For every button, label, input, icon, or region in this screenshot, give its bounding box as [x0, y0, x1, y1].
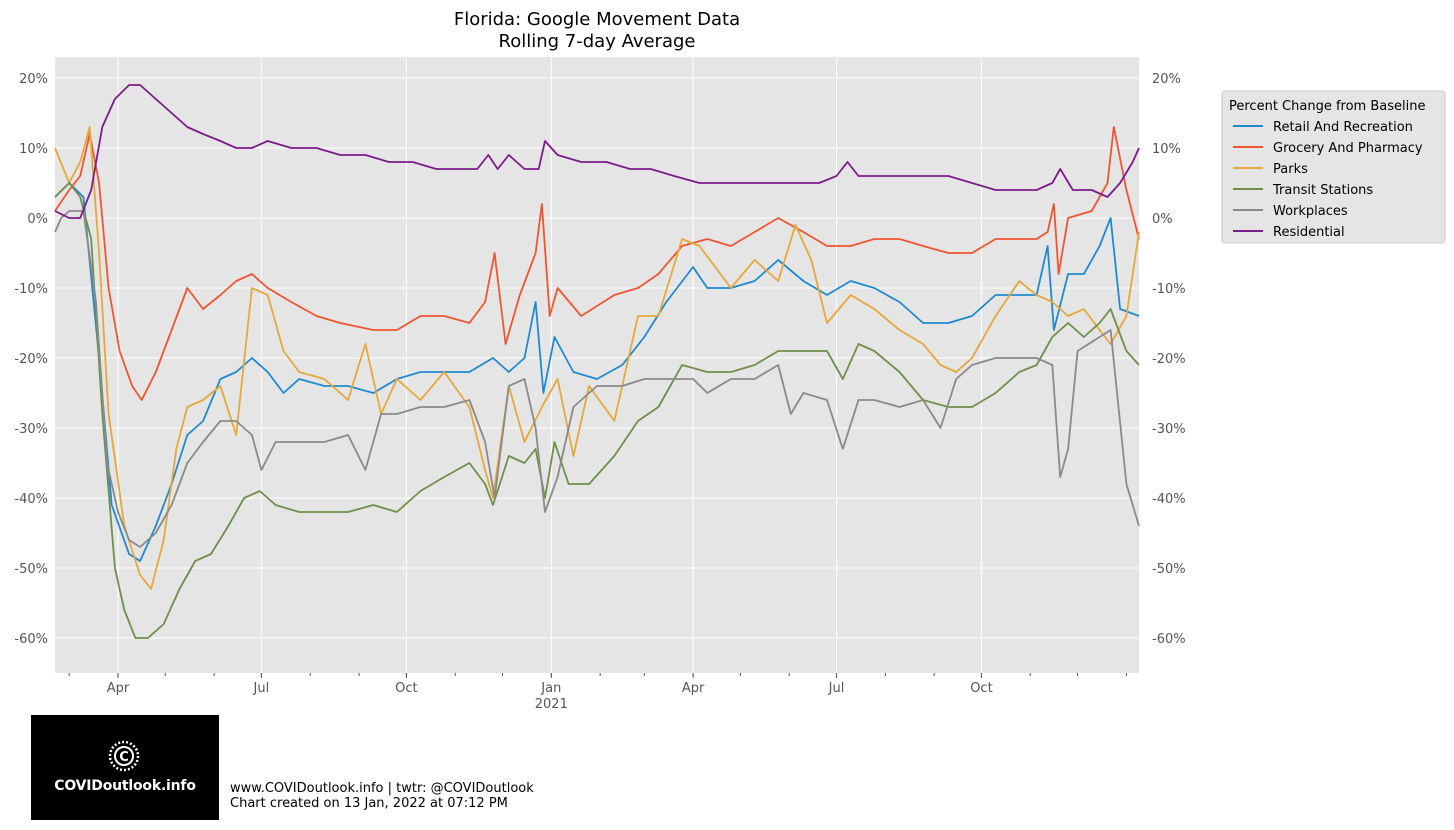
chart-title: Florida: Google Movement Data — [454, 9, 740, 30]
legend-box — [1221, 90, 1446, 244]
y-tick-label-left: 20% — [19, 72, 48, 87]
y-tick-label-left: -20% — [14, 352, 48, 367]
y-tick-label-left: -40% — [14, 492, 48, 507]
virus-icon: C — [108, 740, 140, 772]
legend-label: Residential — [1273, 225, 1345, 240]
footer: www.COVIDoutlook.info | twtr: @COVIDoutl… — [230, 781, 534, 811]
y-tick-label-right: -10% — [1152, 282, 1186, 297]
x-tick-label: Apr — [682, 681, 705, 696]
y-axis-right: 20% 10% 0% -10% -20% -30% -40% -50% -60% — [1152, 72, 1186, 647]
y-tick-label-right: -20% — [1152, 352, 1186, 367]
series-line — [54, 126, 1140, 590]
y-tick-label-left: 0% — [27, 212, 48, 227]
footer-line-1[interactable]: www.COVIDoutlook.info | twtr: @COVIDoutl… — [230, 781, 534, 796]
y-tick-label-right: 0% — [1152, 212, 1173, 227]
legend-label: Transit Stations — [1272, 183, 1373, 198]
x-tick-label: Jul — [253, 681, 270, 696]
x-tick-label: Jul — [828, 681, 845, 696]
footer-line-2: Chart created on 13 Jan, 2022 at 07:12 P… — [230, 796, 508, 811]
series-line — [54, 126, 1140, 401]
y-tick-label-left: 10% — [19, 142, 48, 157]
y-tick-label-right: -50% — [1152, 562, 1186, 577]
y-tick-label-right: 20% — [1152, 72, 1181, 87]
legend-label: Retail And Recreation — [1273, 120, 1413, 135]
series-layer — [54, 84, 1140, 639]
legend-label: Grocery And Pharmacy — [1273, 141, 1423, 156]
y-tick-label-left: -30% — [14, 422, 48, 437]
y-tick-label-right: -60% — [1152, 632, 1186, 647]
chart-subtitle: Rolling 7-day Average — [499, 31, 696, 52]
legend: Percent Change from Baseline Retail And … — [1221, 90, 1446, 244]
x-tick-label: Jan — [540, 681, 561, 696]
legend-title: Percent Change from Baseline — [1229, 99, 1425, 114]
x-tick-label: Oct — [395, 681, 417, 696]
grid — [55, 57, 1139, 673]
series-line — [54, 210, 1140, 548]
y-tick-label-right: -40% — [1152, 492, 1186, 507]
series-line — [54, 84, 1140, 219]
x-tick-label: Oct — [970, 681, 992, 696]
svg-text:C: C — [119, 750, 129, 765]
y-axis-left: 20% 10% 0% -10% -20% -30% -40% -50% -60% — [14, 72, 48, 647]
y-tick-label-left: -60% — [14, 632, 48, 647]
legend-label: Parks — [1273, 162, 1308, 177]
x-tick-label: Apr — [107, 681, 130, 696]
y-tick-label-left: -50% — [14, 562, 48, 577]
y-tick-label-right: 10% — [1152, 142, 1181, 157]
x-tick-sublabel: 2021 — [535, 697, 568, 712]
plot-area — [55, 57, 1139, 673]
logo-text: COVIDoutlook.info — [54, 778, 196, 794]
y-tick-label-left: -10% — [14, 282, 48, 297]
y-tick-label-right: -30% — [1152, 422, 1186, 437]
covidoutlook-logo: C COVIDoutlook.info — [31, 715, 219, 820]
legend-label: Workplaces — [1273, 204, 1348, 219]
series-line — [54, 182, 1140, 639]
series-line — [54, 182, 1140, 562]
